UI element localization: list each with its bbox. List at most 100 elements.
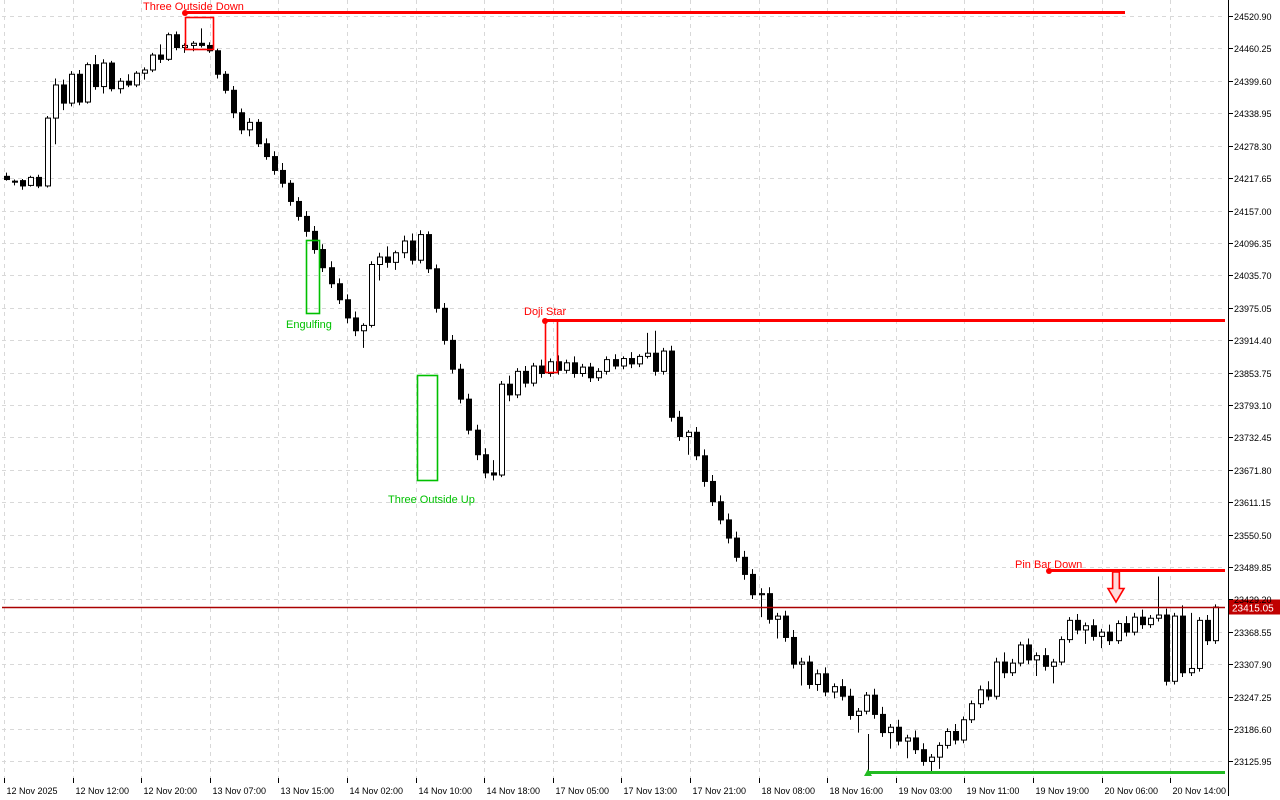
- candle[interactable]: [142, 67, 148, 80]
- level-lines[interactable]: [864, 734, 1225, 776]
- candle[interactable]: [466, 393, 472, 435]
- candle[interactable]: [848, 688, 854, 720]
- candle[interactable]: [823, 667, 829, 697]
- candle[interactable]: [231, 86, 237, 119]
- candle[interactable]: [109, 60, 115, 92]
- time-axis[interactable]: 12 Nov 2025 12 Nov 12:00 12 Nov 20:00 13 No…: [2, 778, 1226, 796]
- candle[interactable]: [613, 354, 619, 370]
- candle[interactable]: [264, 138, 270, 160]
- candle[interactable]: [742, 550, 748, 580]
- candle[interactable]: [759, 588, 765, 618]
- candle[interactable]: [4, 172, 10, 181]
- candle[interactable]: [694, 426, 700, 461]
- candle[interactable]: [507, 375, 513, 402]
- candle[interactable]: [361, 323, 367, 348]
- candle[interactable]: [531, 362, 537, 387]
- candle[interactable]: [791, 629, 797, 669]
- candle[interactable]: [629, 352, 635, 369]
- candle[interactable]: [53, 78, 59, 145]
- candle[interactable]: [426, 231, 432, 274]
- candle[interactable]: [775, 612, 781, 639]
- candle[interactable]: [101, 59, 107, 94]
- candle[interactable]: [718, 495, 724, 525]
- candle[interactable]: [45, 115, 51, 188]
- pattern-marker[interactable]: Engulfing: [286, 239, 332, 332]
- pattern-marker[interactable]: Pin Bar Down: [1015, 559, 1225, 604]
- candle[interactable]: [750, 569, 756, 599]
- candle[interactable]: [1197, 617, 1203, 672]
- candle[interactable]: [1164, 608, 1170, 686]
- candle[interactable]: [840, 679, 846, 701]
- candle[interactable]: [20, 179, 26, 190]
- candle[interactable]: [247, 118, 253, 137]
- candle[interactable]: [1156, 576, 1162, 622]
- candle[interactable]: [799, 657, 805, 686]
- candle[interactable]: [710, 475, 716, 507]
- candle[interactable]: [596, 368, 602, 381]
- candle[interactable]: [345, 294, 351, 324]
- candle[interactable]: [118, 78, 124, 94]
- candle[interactable]: [645, 332, 651, 359]
- candle[interactable]: [483, 448, 489, 479]
- candle[interactable]: [329, 261, 335, 289]
- candle[interactable]: [126, 74, 132, 88]
- candle[interactable]: [677, 410, 683, 441]
- candle[interactable]: [450, 335, 456, 374]
- candle[interactable]: [734, 531, 740, 562]
- candle[interactable]: [442, 302, 448, 345]
- candle[interactable]: [702, 449, 708, 487]
- candle[interactable]: [937, 742, 943, 769]
- candle[interactable]: [1140, 609, 1146, 629]
- candle[interactable]: [385, 246, 391, 268]
- candle[interactable]: [588, 362, 594, 383]
- candle[interactable]: [621, 356, 627, 370]
- candle[interactable]: [28, 175, 34, 187]
- candle[interactable]: [539, 359, 545, 378]
- candle[interactable]: [12, 179, 18, 186]
- candle[interactable]: [686, 430, 692, 455]
- candle[interactable]: [856, 708, 862, 733]
- candle[interactable]: [767, 587, 773, 624]
- price-axis[interactable]: 24520.90 24460.25 24399.60 24338.95 24278.30…: [1228, 0, 1272, 796]
- candle[interactable]: [85, 62, 91, 104]
- candle[interactable]: [410, 233, 416, 265]
- pattern-marker[interactable]: Three Outside Down: [143, 1, 1125, 51]
- candle[interactable]: [637, 354, 643, 368]
- candle[interactable]: [1026, 638, 1032, 665]
- candle[interactable]: [1148, 615, 1154, 628]
- candle[interactable]: [978, 685, 984, 709]
- candle[interactable]: [77, 69, 83, 106]
- candle[interactable]: [921, 743, 927, 766]
- candle[interactable]: [661, 347, 667, 375]
- candle[interactable]: [69, 71, 75, 107]
- candle[interactable]: [1083, 622, 1089, 644]
- candle[interactable]: [393, 250, 399, 270]
- candle[interactable]: [223, 71, 229, 94]
- candle[interactable]: [288, 180, 294, 206]
- candle[interactable]: [1034, 652, 1040, 676]
- candle[interactable]: [402, 235, 408, 259]
- candle[interactable]: [953, 724, 959, 745]
- candle[interactable]: [272, 151, 278, 175]
- candle[interactable]: [499, 380, 505, 478]
- candle[interactable]: [905, 734, 911, 759]
- candle[interactable]: [256, 119, 262, 147]
- candle[interactable]: [166, 32, 172, 61]
- candle[interactable]: [174, 31, 180, 51]
- candle[interactable]: [1051, 658, 1057, 684]
- candle[interactable]: [807, 655, 813, 689]
- candle[interactable]: [969, 700, 975, 723]
- candle[interactable]: [377, 252, 383, 281]
- candle[interactable]: [353, 311, 359, 337]
- candle[interactable]: [896, 719, 902, 746]
- candle[interactable]: [93, 55, 99, 90]
- candle[interactable]: [653, 330, 659, 376]
- candle[interactable]: [150, 52, 156, 73]
- current-price-marker[interactable]: 23415.05: [2, 599, 1280, 615]
- candle[interactable]: [475, 424, 481, 461]
- candle[interactable]: [1205, 615, 1211, 645]
- candle[interactable]: [669, 345, 675, 422]
- candle[interactable]: [304, 211, 310, 237]
